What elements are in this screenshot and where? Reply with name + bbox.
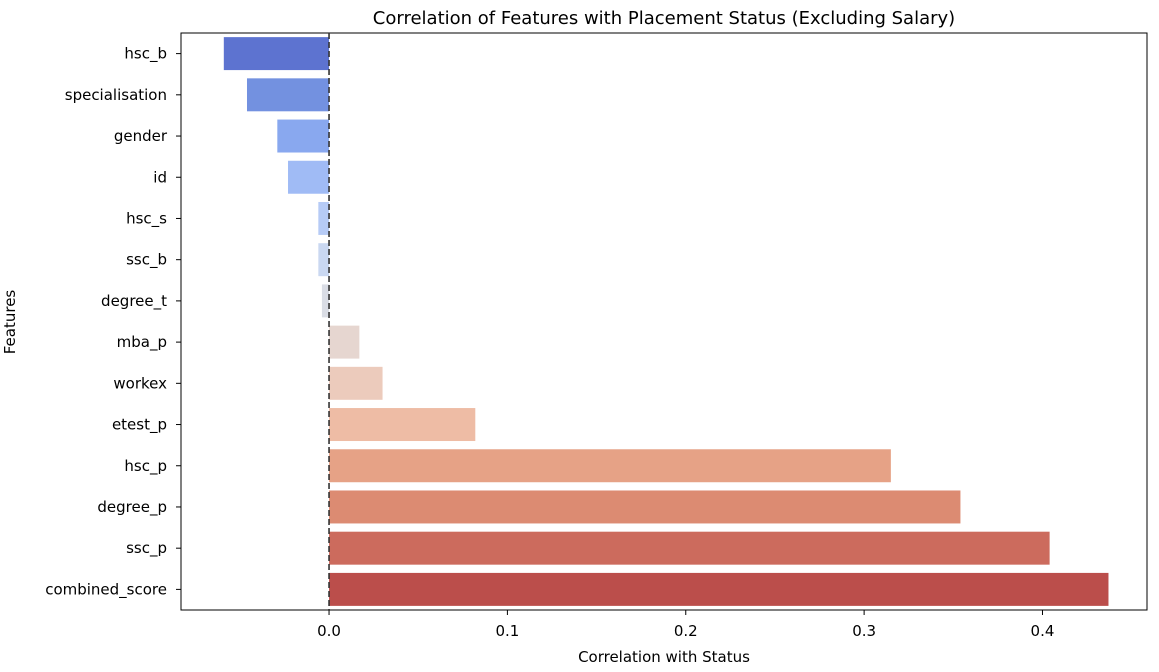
chart-title: Correlation of Features with Placement S… [373, 8, 955, 29]
x-tick-label: 0.2 [674, 622, 698, 640]
y-tick-label: degree_p [97, 498, 167, 517]
bar-gender [277, 119, 330, 153]
y-tick-label: etest_p [112, 416, 167, 435]
bar-etest-p [329, 408, 476, 442]
x-axis-title: Correlation with Status [578, 648, 750, 666]
bar-id [288, 160, 330, 194]
bar-mba-p [329, 325, 360, 359]
plot-frame [180, 32, 1148, 611]
x-tick-label: 0.0 [317, 622, 341, 640]
bar-ssc-b [318, 243, 330, 277]
y-tick-label: mba_p [117, 333, 167, 352]
y-tick-label: hsc_b [124, 45, 167, 64]
bar-degree-t [321, 284, 330, 318]
bar-workex [329, 366, 383, 400]
y-tick-label: combined_score [45, 580, 167, 599]
bar-degree-p [329, 490, 961, 524]
y-tick-label: degree_t [101, 292, 167, 311]
y-tick-label: ssc_b [126, 251, 167, 270]
y-tick-label: hsc_s [126, 209, 167, 228]
y-tick-label: workex [113, 374, 167, 392]
y-axis-title: Features [1, 290, 19, 355]
y-tick-label: id [153, 168, 167, 186]
bar-specialisation [246, 78, 330, 112]
bar-combined-score [329, 572, 1109, 606]
x-tick-label: 0.4 [1031, 622, 1055, 640]
y-tick-label: ssc_p [126, 539, 167, 558]
x-tick-label: 0.3 [852, 622, 876, 640]
y-axis: hsc_b specialisation gender id hsc_s ssc_bdeg… [45, 45, 181, 599]
y-tick-label: hsc_p [124, 457, 167, 476]
bar-hsc-b [223, 37, 330, 71]
bar-hsc-s [318, 201, 330, 235]
y-tick-label: specialisation [65, 86, 167, 104]
bar-ssc-p [329, 531, 1050, 565]
y-tick-label: gender [114, 127, 168, 145]
bars-layer [223, 37, 1109, 606]
x-tick-label: 0.1 [495, 622, 519, 640]
x-axis: 0.0 0.1 0.2 0.3 0.4 [317, 610, 1054, 640]
bar-hsc-p [329, 449, 891, 483]
